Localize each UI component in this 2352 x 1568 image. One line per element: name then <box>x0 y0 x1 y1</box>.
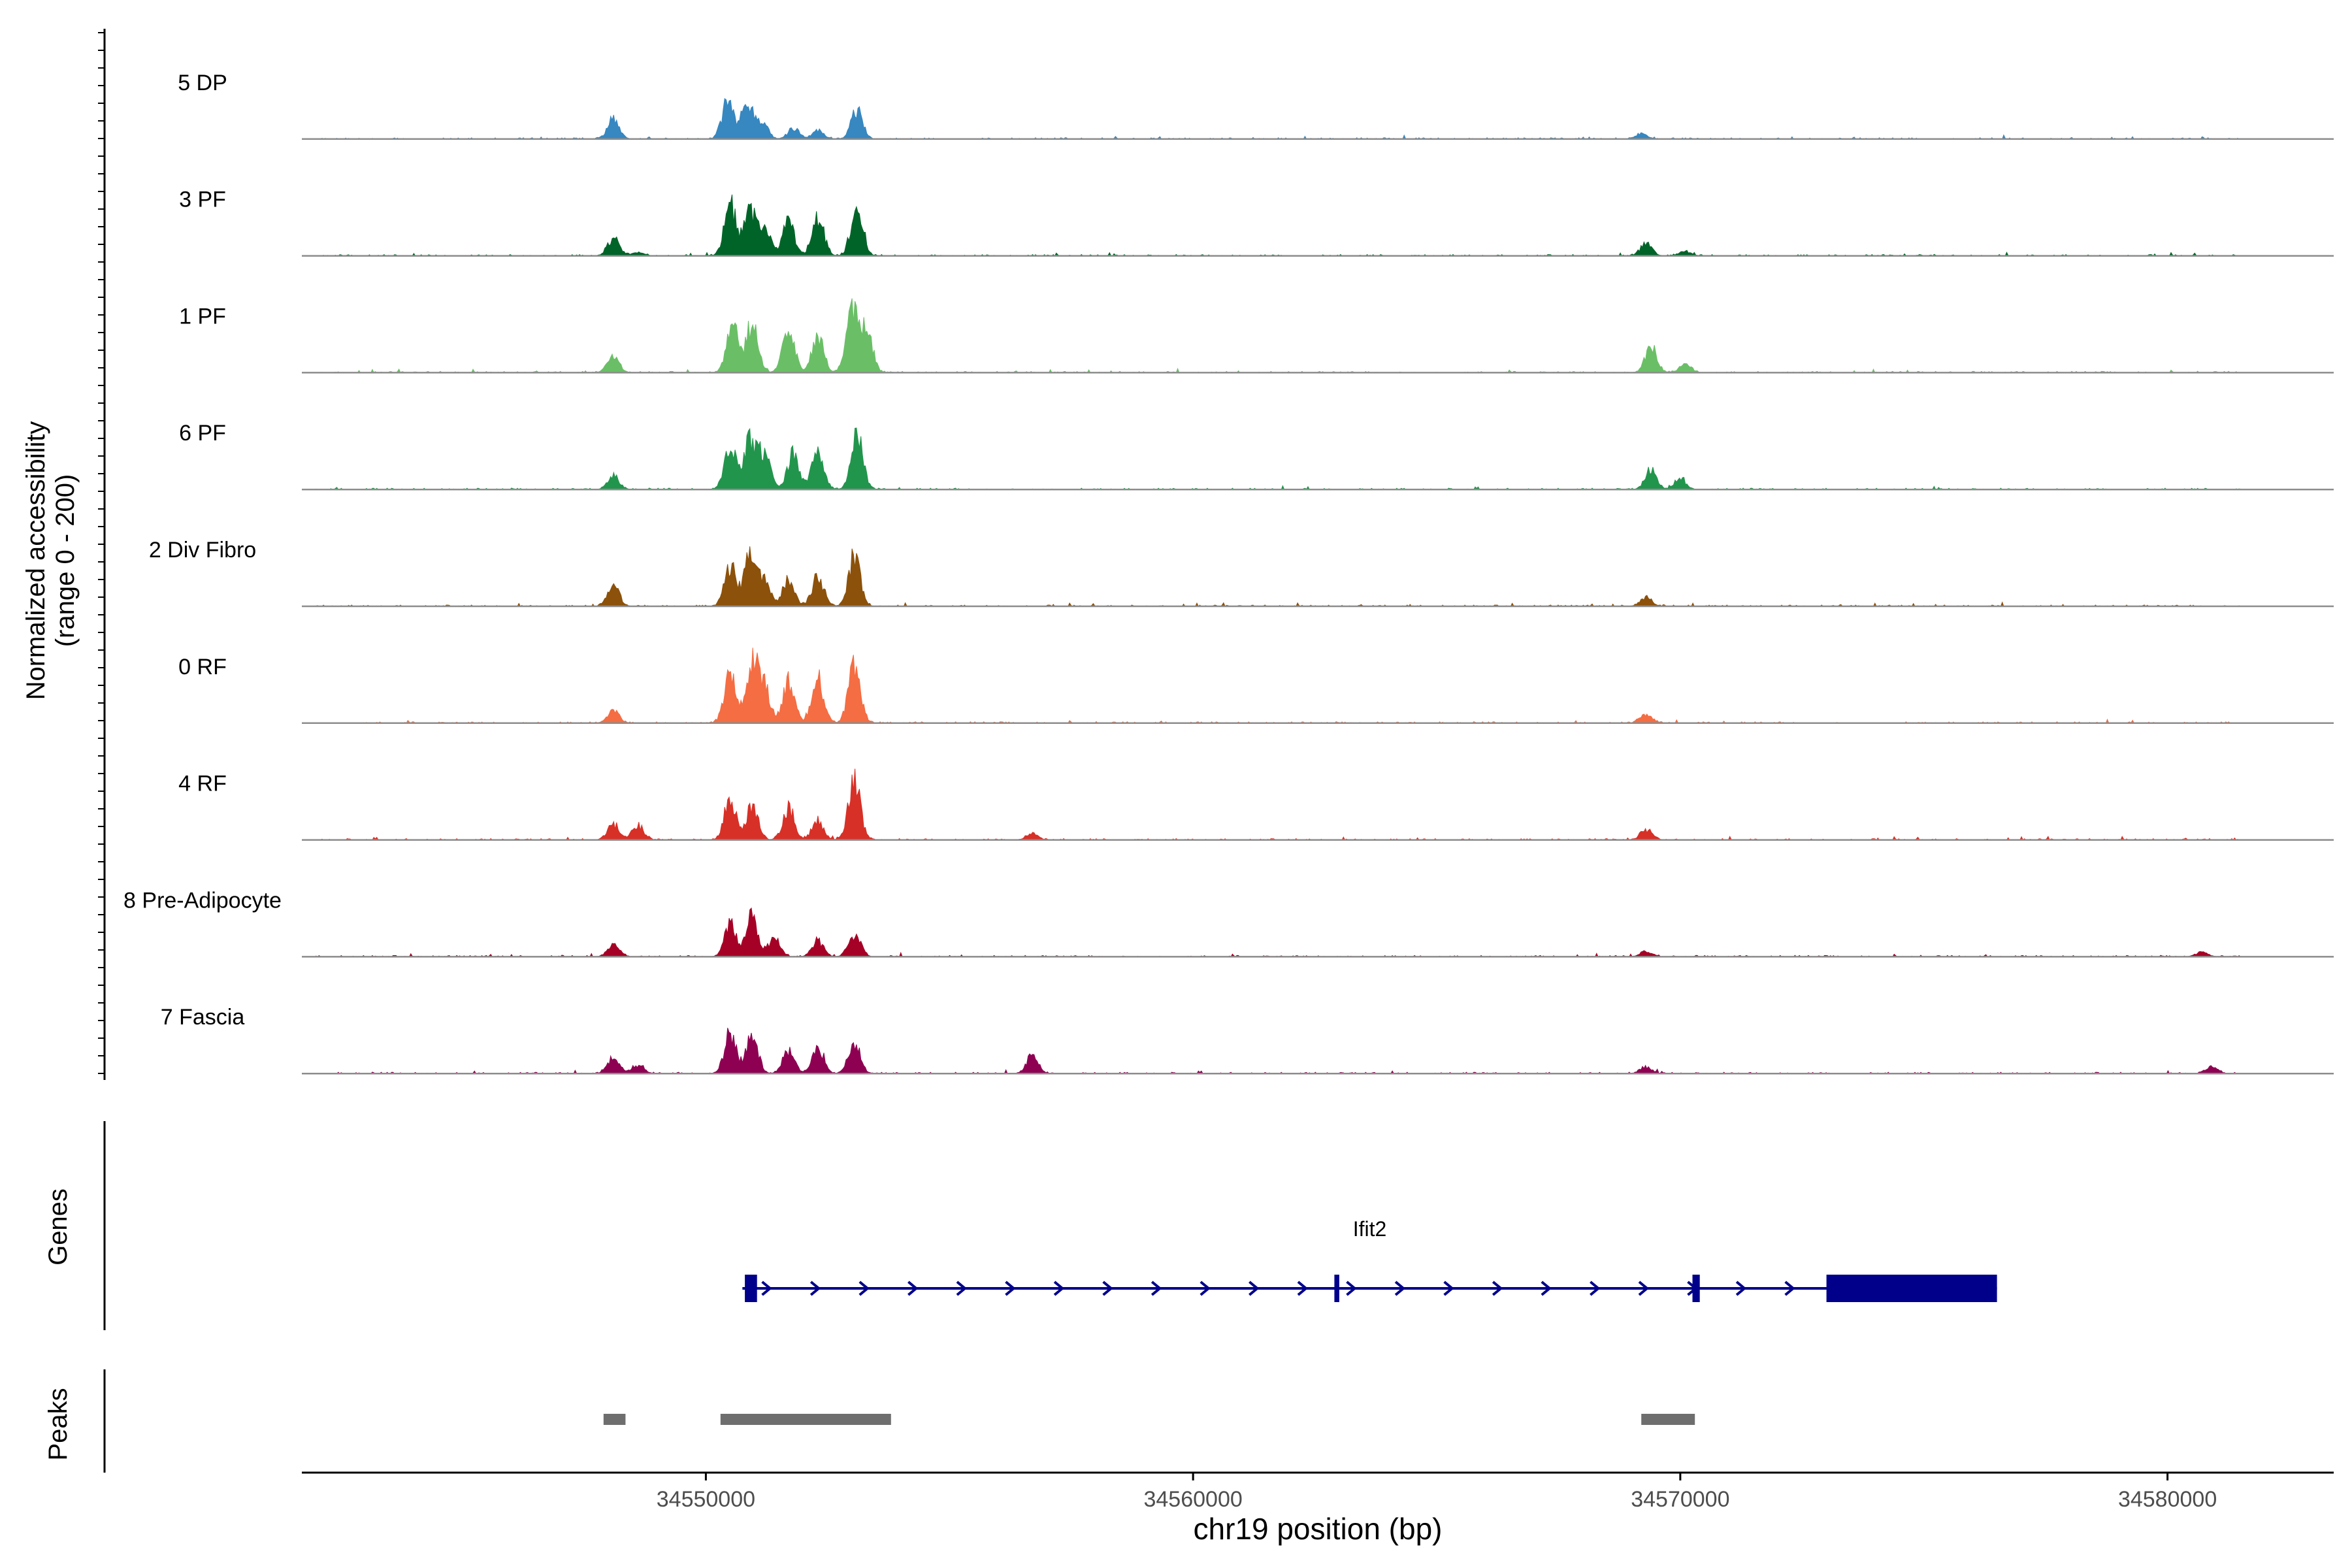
strand-arrow <box>1151 1281 1162 1296</box>
peak-region <box>1641 1414 1695 1425</box>
track-3: 1 PF <box>179 298 2334 374</box>
strand-arrow <box>1443 1281 1454 1296</box>
strand-arrow <box>1492 1281 1503 1296</box>
strand-arrow <box>1541 1281 1552 1296</box>
coverage-y-axis-ticks <box>98 32 105 1074</box>
track-7: 4 RF <box>178 768 2334 841</box>
strand-arrow <box>1735 1281 1747 1296</box>
strand-arrow <box>1346 1281 1357 1296</box>
y-axis-title-line1: Normalized accessibility <box>22 421 50 700</box>
strand-arrow <box>1394 1281 1406 1296</box>
track-label: 0 RF <box>178 655 227 679</box>
track-2: 3 PF <box>179 188 2334 257</box>
gene-exon <box>1692 1275 1700 1302</box>
track-8: 8 Pre-Adipocyte <box>123 888 2334 958</box>
x-tick-label: 34550000 <box>657 1487 755 1512</box>
genes-axis-title: Genes <box>44 1188 73 1266</box>
x-tick-label: 34560000 <box>1143 1487 1242 1512</box>
track-9: 7 Fascia <box>161 1005 2334 1075</box>
strand-arrow <box>1102 1281 1113 1296</box>
peak-track <box>603 1414 1695 1425</box>
strand-arrow <box>761 1281 772 1296</box>
track-4: 6 PF <box>179 421 2334 491</box>
track-label: 1 PF <box>179 304 226 329</box>
track-label: 4 RF <box>178 772 227 796</box>
x-axis-ticks: 34550000 34560000 34570000 34580000 <box>657 1473 2217 1512</box>
y-axis-title-line2: (range 0 - 200) <box>51 474 80 647</box>
x-axis-title: chr19 position (bp) <box>1194 1512 1443 1546</box>
strand-arrow <box>956 1281 968 1296</box>
gene-exon <box>1334 1275 1339 1302</box>
peak-region <box>720 1414 891 1425</box>
gene-name-label: Ifit2 <box>1353 1217 1387 1241</box>
strand-arrow <box>907 1281 919 1296</box>
track-5: 2 Div Fibro <box>149 538 2334 608</box>
peak-region <box>603 1414 626 1425</box>
track-label: 8 Pre-Adipocyte <box>123 888 282 913</box>
coverage-tracks: 5 DP 3 PF 1 PF 6 PF 2 Div Fibro 0 RF 4 RF 8 Pre… <box>123 71 2334 1075</box>
track-1: 5 DP <box>178 71 2334 140</box>
strand-arrow <box>858 1281 870 1296</box>
track-6: 0 RF <box>178 647 2334 725</box>
strand-arrow <box>809 1281 821 1296</box>
x-tick-label: 34580000 <box>2118 1487 2217 1512</box>
track-label: 7 Fascia <box>161 1005 245 1030</box>
track-label: 5 DP <box>178 71 227 95</box>
strand-arrow <box>1590 1281 1601 1296</box>
strand-arrow <box>1200 1281 1211 1296</box>
track-label: 6 PF <box>179 421 226 446</box>
track-label: 3 PF <box>179 188 226 212</box>
gene-exon <box>1826 1275 1997 1302</box>
peaks-axis-title: Peaks <box>44 1388 73 1460</box>
x-tick-label: 34570000 <box>1631 1487 1729 1512</box>
gene-exon <box>745 1275 757 1302</box>
gene-track: Ifit2 <box>742 1217 1997 1302</box>
track-label: 2 Div Fibro <box>149 538 256 563</box>
strand-arrow <box>1249 1281 1260 1296</box>
strand-arrow <box>1638 1281 1650 1296</box>
strand-arrow <box>1784 1281 1795 1296</box>
strand-arrow <box>1297 1281 1309 1296</box>
strand-arrow <box>1005 1281 1016 1296</box>
strand-arrow <box>1053 1281 1065 1296</box>
